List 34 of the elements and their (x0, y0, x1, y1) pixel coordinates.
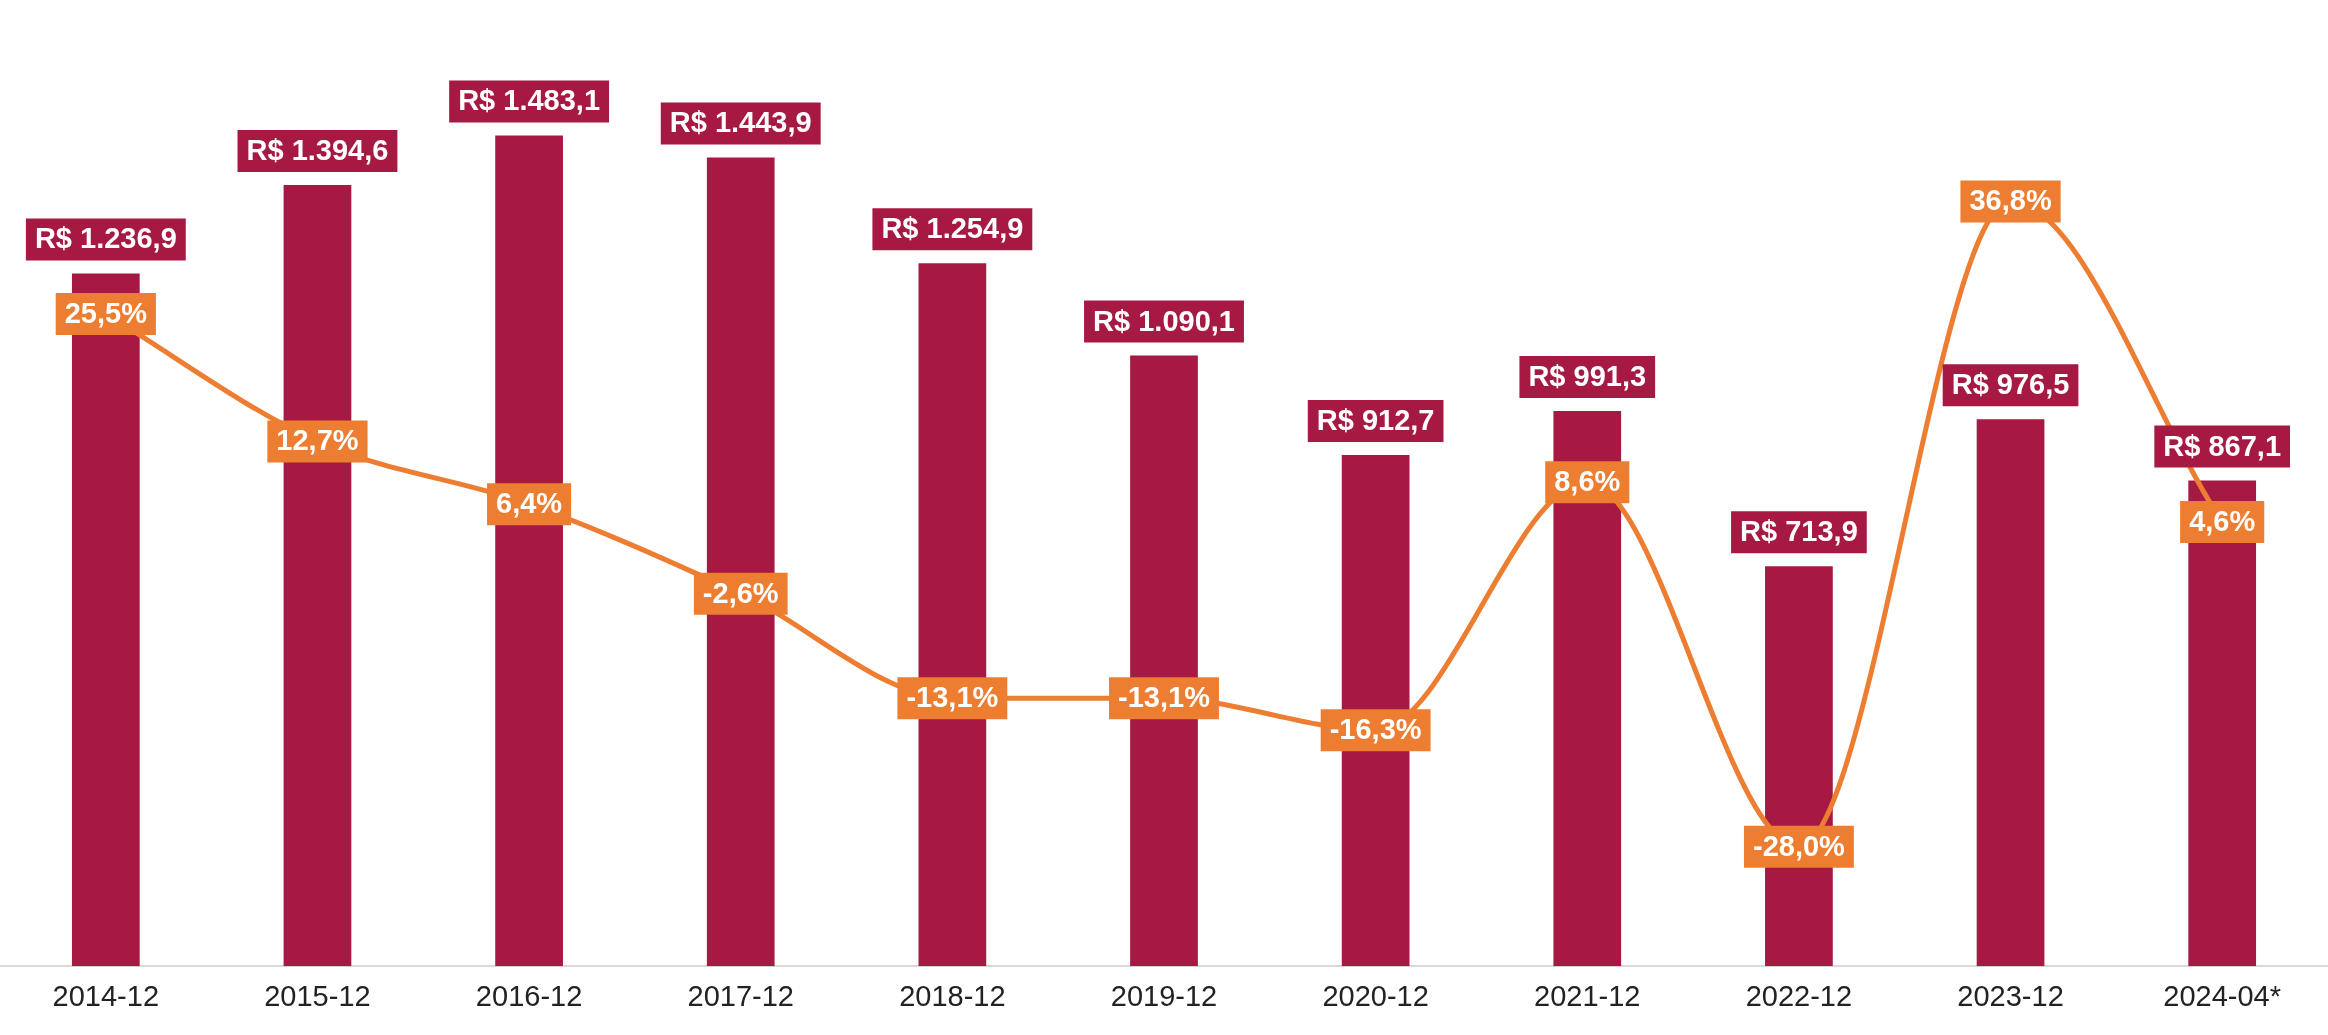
data-label: 36,8% (1969, 184, 2052, 217)
data-label: R$ 713,9 (1740, 515, 1858, 548)
data-label: 25,5% (64, 296, 148, 329)
data-label: R$ 1.483,1 (458, 84, 601, 117)
data-label: -13,1% (906, 681, 999, 714)
data-label: -28,0% (1752, 829, 1846, 862)
data-label: R$ 991,3 (1528, 359, 1647, 392)
x-tick-label: 2024-04* (2163, 979, 2282, 1012)
data-label: 8,6% (1554, 465, 1621, 498)
x-tick-label: 2014-12 (52, 979, 160, 1012)
bar (1976, 419, 2045, 967)
data-label: R$ 976,5 (1951, 368, 2070, 401)
x-tick-label: 2019-12 (1110, 979, 1218, 1012)
data-label: -16,3% (1329, 713, 1422, 746)
x-tick-label: 2021-12 (1534, 979, 1641, 1012)
data-label: -2,6% (702, 576, 779, 609)
data-label: R$ 1.254,9 (881, 212, 1024, 245)
data-label: -13,1% (1118, 681, 1211, 714)
x-tick-label: 2022-12 (1745, 979, 1853, 1012)
data-label: 12,7% (276, 424, 359, 457)
x-tick-label: 2020-12 (1322, 979, 1429, 1012)
x-tick-label: 2023-12 (1957, 979, 2064, 1012)
data-label: R$ 912,7 (1316, 403, 1435, 436)
data-label: R$ 1.090,1 (1093, 304, 1235, 337)
data-label: 6,4% (496, 487, 563, 520)
x-tick-label: 2015-12 (264, 979, 371, 1012)
data-label: R$ 1.236,9 (34, 222, 177, 255)
data-label: R$ 1.394,6 (246, 134, 389, 167)
x-tick-label: 2016-12 (475, 979, 583, 1012)
data-label: 4,6% (2189, 505, 2256, 538)
data-label: R$ 1.443,9 (669, 106, 812, 139)
data-label: R$ 867,1 (2163, 429, 2282, 462)
x-tick-label: 2018-12 (899, 979, 1006, 1012)
x-tick-label: 2017-12 (687, 979, 794, 1012)
